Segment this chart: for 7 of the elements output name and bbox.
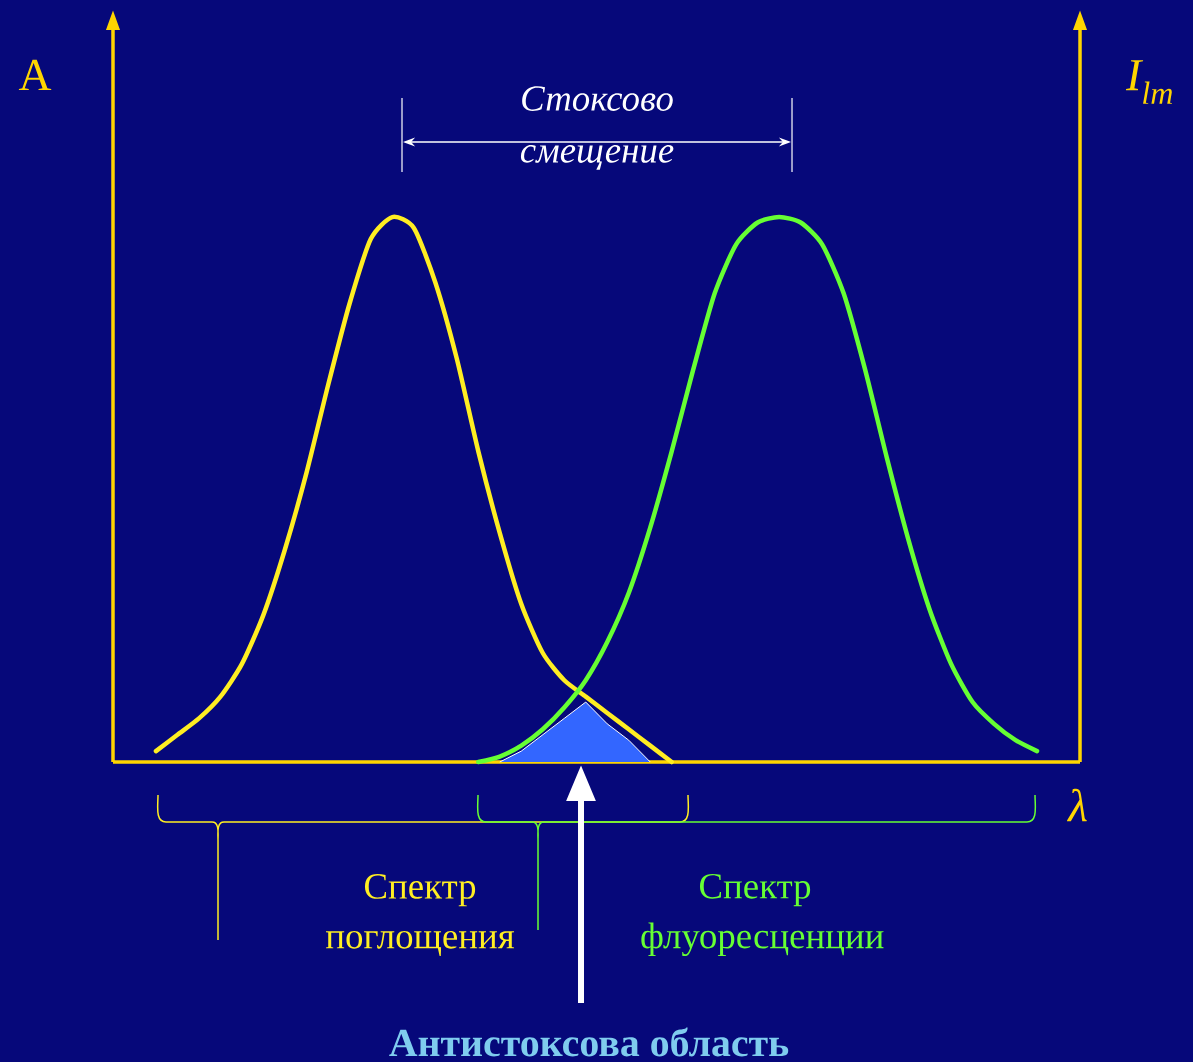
text: Спектр поглощения [325,874,515,956]
y-axis-title: A [18,59,52,91]
text: Стоксово смещение [520,86,674,170]
x-axis-title: λ [1066,788,1087,822]
y2-axis-title: I$_{lm}$ [1125,60,1173,104]
text: Спектр флуоресценции [641,873,884,957]
text: Антистоксова область [389,1027,789,1057]
